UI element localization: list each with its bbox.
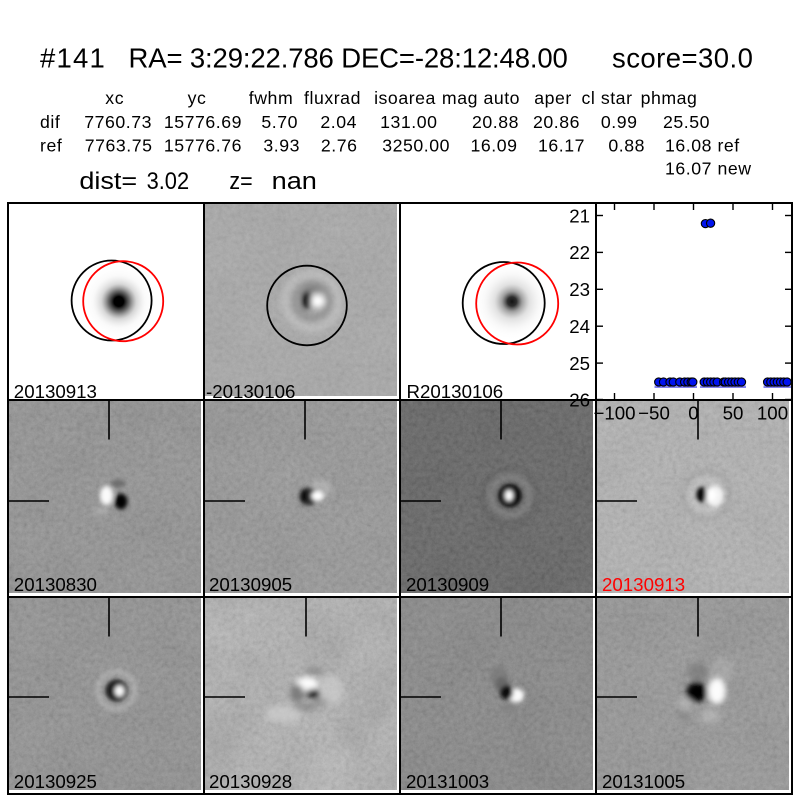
svg-text:#141: #141 xyxy=(40,43,106,74)
svg-text:20.86: 20.86 xyxy=(533,112,580,132)
svg-text:ref: ref xyxy=(40,135,62,155)
svg-text:7763.75: 7763.75 xyxy=(85,135,153,155)
svg-text:20131005: 20131005 xyxy=(602,771,685,792)
svg-text:5.70: 5.70 xyxy=(261,112,298,132)
svg-text:7760.73: 7760.73 xyxy=(84,112,152,132)
svg-text:2.04: 2.04 xyxy=(320,112,357,132)
svg-text:20130928: 20130928 xyxy=(209,771,292,792)
svg-text:21: 21 xyxy=(569,205,590,226)
svg-text:phmag: phmag xyxy=(641,88,698,108)
svg-text:20130913: 20130913 xyxy=(602,574,685,595)
svg-text:100: 100 xyxy=(757,402,788,423)
svg-text:2.76: 2.76 xyxy=(321,135,358,155)
svg-text:22: 22 xyxy=(569,242,590,263)
svg-text:26: 26 xyxy=(569,389,590,410)
svg-text:-20130106: -20130106 xyxy=(206,381,295,402)
svg-text:0.88: 0.88 xyxy=(608,135,645,155)
svg-text:0: 0 xyxy=(688,402,698,423)
svg-text:−50: −50 xyxy=(638,402,670,423)
svg-text:dist=: dist= xyxy=(79,168,137,195)
svg-text:20130913: 20130913 xyxy=(14,381,97,402)
svg-text:16.08 ref: 16.08 ref xyxy=(665,135,740,155)
svg-text:25: 25 xyxy=(569,353,590,374)
svg-text:20130925: 20130925 xyxy=(14,771,97,792)
svg-text:xc: xc xyxy=(105,88,124,108)
svg-text:15776.69: 15776.69 xyxy=(164,112,242,132)
svg-text:fluxrad: fluxrad xyxy=(304,88,361,108)
svg-text:20.88: 20.88 xyxy=(472,112,519,132)
svg-text:3.93: 3.93 xyxy=(263,135,300,155)
svg-text:score=30.0: score=30.0 xyxy=(612,43,753,74)
svg-text:24: 24 xyxy=(569,316,590,337)
svg-text:16.07 new: 16.07 new xyxy=(665,159,752,179)
svg-text:20130909: 20130909 xyxy=(406,574,489,595)
svg-text:20130830: 20130830 xyxy=(14,574,97,595)
svg-text:50: 50 xyxy=(723,402,744,423)
svg-text:isoarea: isoarea xyxy=(374,88,436,108)
svg-text:3250.00: 3250.00 xyxy=(382,135,450,155)
svg-text:23: 23 xyxy=(569,279,590,300)
svg-text:16.17: 16.17 xyxy=(538,135,585,155)
svg-text:mag auto: mag auto xyxy=(442,88,520,108)
svg-text:dif: dif xyxy=(40,112,60,132)
svg-text:16.09: 16.09 xyxy=(470,135,517,155)
svg-text:0.99: 0.99 xyxy=(601,112,638,132)
svg-text:cl star: cl star xyxy=(581,88,632,108)
svg-text:25.50: 25.50 xyxy=(663,112,710,132)
svg-text:−100: −100 xyxy=(593,402,635,423)
svg-text:nan: nan xyxy=(272,168,317,195)
svg-text:15776.76: 15776.76 xyxy=(164,135,242,155)
svg-text:fwhm: fwhm xyxy=(249,88,293,108)
svg-text:aper: aper xyxy=(534,88,572,108)
svg-text:3.02: 3.02 xyxy=(147,168,190,195)
svg-text:RA= 3:29:22.786 DEC=-28:12:48.: RA= 3:29:22.786 DEC=-28:12:48.00 xyxy=(129,43,568,74)
svg-text:z=: z= xyxy=(229,168,252,195)
svg-text:R20130106: R20130106 xyxy=(407,381,504,402)
svg-text:20130905: 20130905 xyxy=(209,574,292,595)
svg-text:131.00: 131.00 xyxy=(380,112,437,132)
svg-text:20131003: 20131003 xyxy=(406,771,489,792)
svg-text:yc: yc xyxy=(188,88,207,108)
